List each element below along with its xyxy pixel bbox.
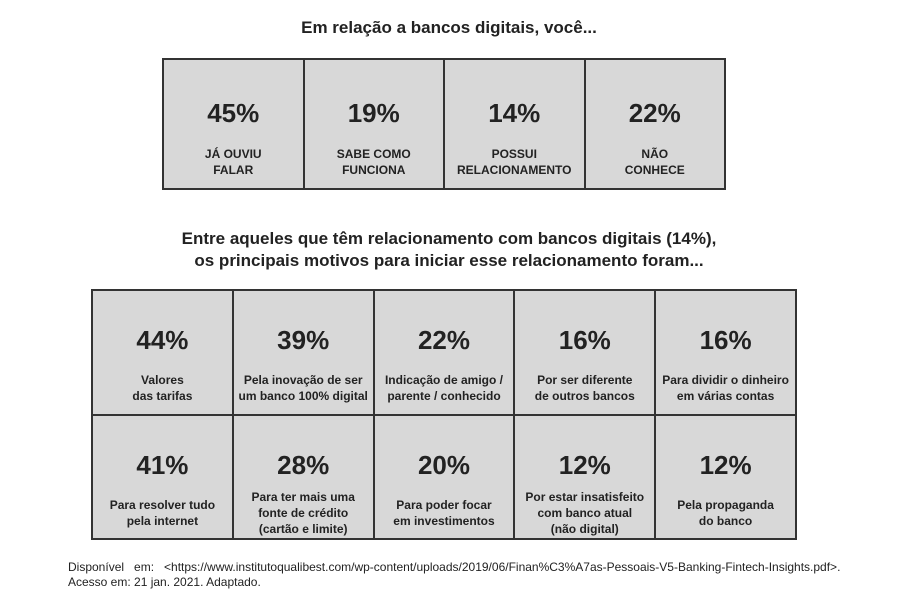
cell: 22% NÃO CONHECE [585,60,724,188]
description: Por ser diferente de outros bancos [534,373,635,403]
awareness-grid: 45% JÁ OUVIU FALAR 19% SABE COMO FUNCIONA 14… [162,58,726,190]
cell: 39% Pela inovação de ser um banco 100% di… [233,291,373,414]
percentage: 22% [417,325,471,355]
percentage: 12% [699,449,752,480]
percentage: 44% [136,325,189,355]
percentage: 12% [558,449,611,480]
cell: 20% Para poder focar em investimentos [374,415,514,538]
description: NÃO CONHECE [624,147,685,177]
cell: 16% Por ser diferente de outros bancos [515,291,655,414]
percentage: 39% [277,325,330,355]
description: Pela inovação de ser um banco 100% digit… [238,373,368,403]
subtitle: os principais motivos para iniciar esse … [194,251,704,270]
description: Indicação de amigo / parente / conhecido [384,373,503,403]
cell: 28% Para ter mais uma fonte de crédito (c… [233,415,373,538]
percentage: 22% [628,98,681,128]
percentage: 28% [277,449,330,480]
description: Valores das tarifas [132,373,193,403]
description: Para dividir o dinheiro em várias contas [662,373,789,403]
percentage: 45% [207,98,260,128]
cell: 12% Por estar insatisfeito com banco atua… [515,415,655,538]
description: Para ter mais uma fonte de crédito (cart… [251,489,355,536]
percentage: 16% [699,325,752,355]
description: Para poder focar em investimentos [393,497,495,528]
source: Disponível em: <https://www.institutoqua… [68,560,841,574]
percentage: 14% [488,98,541,128]
description: JÁ OUVIU FALAR [204,147,262,177]
percentage: 19% [347,98,400,128]
cell: 16% Para dividir o dinheiro em várias con… [656,291,795,414]
description: Por estar insatisfeito com banco atual (… [525,489,645,536]
cell: 14% POSSUI RELACIONAMENTO [445,60,584,188]
cell: 44% Valores das tarifas [93,291,232,414]
description: Para resolver tudo pela internet [109,497,216,528]
percentage: 20% [417,449,471,480]
source: Acesso em: 21 jan. 2021. Adaptado. [68,575,261,589]
cell: 41% Para resolver tudo pela internet [93,415,232,538]
cell: 45% JÁ OUVIU FALAR [164,60,303,188]
title: Em relação a bancos digitais, você... [301,18,597,37]
cell: 22% Indicação de amigo / parente / conhec… [374,291,514,414]
description: POSSUI RELACIONAMENTO [457,147,572,177]
reasons-grid: 44% Valores das tarifas 39% Pela inovação d… [91,289,797,540]
percentage: 41% [136,449,189,480]
description: SABE COMO FUNCIONA [336,147,411,177]
cell: 12% Pela propaganda do banco [656,415,795,538]
subtitle: Entre aqueles que têm relacionamento com… [181,229,717,248]
percentage: 16% [558,325,611,355]
cell: 19% SABE COMO FUNCIONA [304,60,443,188]
description: Pela propaganda do banco [677,497,774,528]
